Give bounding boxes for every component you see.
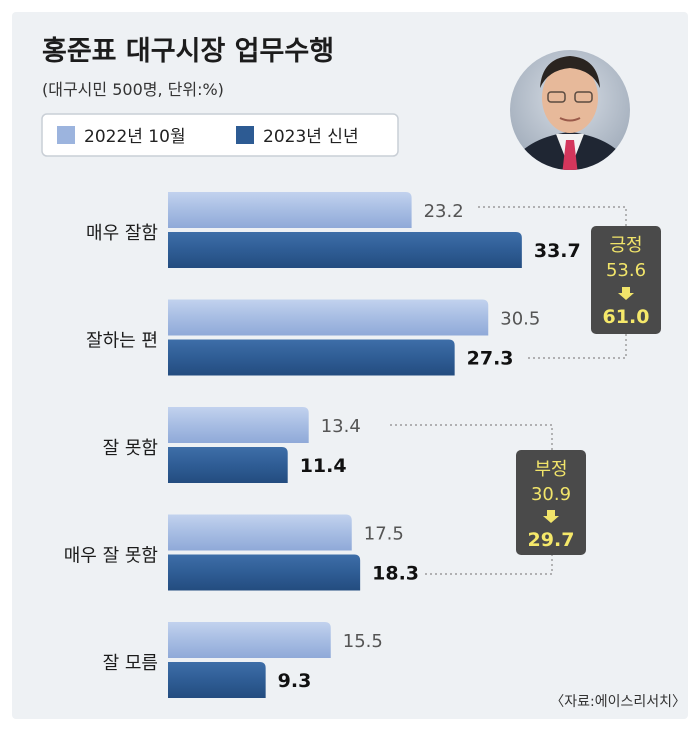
summary-negative-from: 30.9 [531,484,571,505]
connector-positive-top [478,206,627,226]
legend-swatch-2022 [57,126,75,144]
summary-positive-to: 61.0 [603,306,650,328]
connector-negative-bottom [425,555,553,575]
category-label: 잘 못함 [103,438,158,459]
bar-2023-new-year [168,232,522,268]
value-label-2022-oct: 13.4 [321,416,361,437]
summary-positive-label: 긍정 [609,235,642,256]
bar-2023-new-year [168,447,288,483]
category-label: 매우 잘함 [86,223,158,244]
down-arrow-icon [618,287,634,300]
bar-2023-new-year [168,554,361,591]
down-arrow-icon [543,510,559,523]
bar-2022-oct [168,514,352,551]
bar-2022-oct [168,622,331,658]
portrait-face [542,63,598,133]
connector-positive-bottom [528,333,627,359]
value-label-2022-oct: 30.5 [500,309,540,330]
connector-negative-top [390,424,553,450]
summary-box-negative-bg [516,450,586,555]
bar-2023-new-year [168,662,266,698]
value-label-2023-new-year: 18.3 [372,563,419,585]
chart-title: 홍준표 대구시장 업무수행 [42,36,334,67]
category-label: 잘 모름 [103,653,158,674]
bar-2023-new-year [168,339,455,376]
portrait-hair [540,56,600,88]
legend-box [41,113,399,157]
portrait-tie [562,140,578,170]
value-label-2023-new-year: 9.3 [278,670,312,692]
category-label: 매우 잘 못함 [64,546,158,567]
summary-box-positive-bg [591,226,661,334]
bar-2022-oct [168,299,489,336]
legend-label-2023: 2023년 신년 [263,127,359,147]
legend: 2022년 10월 2023년 신년 [41,113,399,157]
source-note: 〈자료:에이스리서치〉 [550,694,686,710]
bar-2022-oct [168,407,309,443]
value-label-2023-new-year: 11.4 [300,455,347,477]
summary-negative-to: 29.7 [528,529,575,551]
bars-layer: 매우 잘함 23.2 33.7 잘하는 편 30.5 27.3 잘 못함 13.4 11.4 매우… [64,192,581,698]
legend-swatch-2023 [236,126,254,144]
summary-positive-from: 53.6 [606,260,646,281]
bar-2022-oct [168,192,412,228]
value-label-2023-new-year: 27.3 [467,348,514,370]
mayor-portrait [510,50,630,170]
connector-lines [390,206,627,575]
value-label-2022-oct: 23.2 [424,201,464,222]
value-label-2022-oct: 17.5 [364,524,404,545]
summary-negative-label: 부정 [534,459,567,480]
legend-label-2022: 2022년 10월 [84,127,186,147]
value-label-2023-new-year: 33.7 [534,240,581,262]
chart-subtitle: (대구시민 500명, 단위:%) [42,80,224,99]
summary-box-negative: 부정 30.9 29.7 [516,450,586,555]
category-label: 잘하는 편 [86,331,158,352]
value-label-2022-oct: 15.5 [343,631,383,652]
summary-box-positive: 긍정 53.6 61.0 [591,226,661,334]
